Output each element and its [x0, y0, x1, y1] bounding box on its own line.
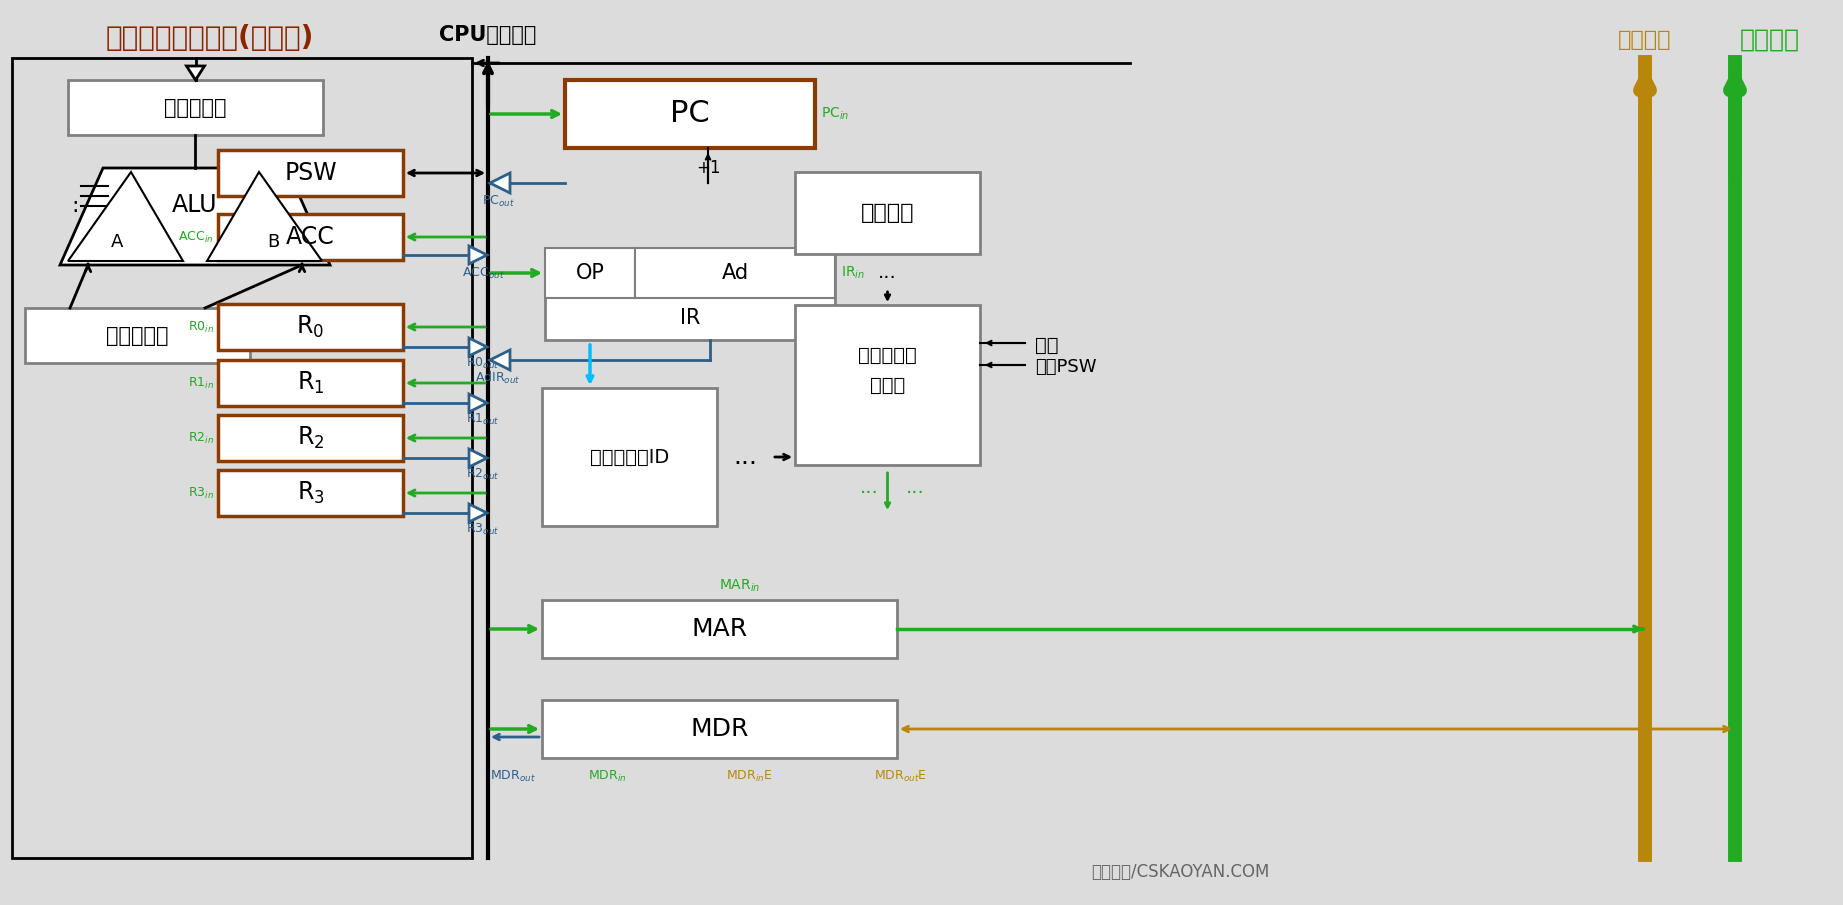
- Text: R0$_{out}$: R0$_{out}$: [466, 356, 499, 370]
- Bar: [68, 80, 323, 135]
- Text: 用户可见的寄存器(可编程): 用户可见的寄存器(可编程): [105, 24, 313, 52]
- Text: MAR: MAR: [691, 617, 748, 641]
- Polygon shape: [68, 172, 182, 261]
- Text: R3$_{in}$: R3$_{in}$: [188, 485, 214, 500]
- Text: MDR$_{in}$: MDR$_{in}$: [588, 768, 627, 784]
- Polygon shape: [206, 172, 323, 261]
- Bar: [217, 415, 404, 461]
- Bar: [546, 248, 835, 340]
- Text: Ad: Ad: [721, 263, 748, 283]
- Polygon shape: [186, 66, 205, 80]
- Text: PC$_{out}$: PC$_{out}$: [481, 194, 514, 208]
- Text: PC: PC: [671, 100, 710, 129]
- Text: CPU内部总线: CPU内部总线: [439, 25, 536, 45]
- Text: 来自PSW: 来自PSW: [1036, 358, 1097, 376]
- Polygon shape: [61, 168, 330, 265]
- Text: ...: ...: [877, 262, 898, 281]
- Polygon shape: [468, 504, 487, 522]
- Text: OP: OP: [575, 263, 605, 283]
- Text: 暂存寄存器: 暂存寄存器: [107, 326, 170, 346]
- Text: PC$_{in}$: PC$_{in}$: [820, 106, 850, 122]
- Bar: [217, 150, 404, 196]
- Text: R0$_{in}$: R0$_{in}$: [188, 319, 214, 335]
- Text: 移位寄存器: 移位寄存器: [164, 98, 227, 118]
- Text: ACC$_{in}$: ACC$_{in}$: [179, 230, 214, 244]
- Text: 地址总线: 地址总线: [1618, 30, 1672, 50]
- Text: +1: +1: [697, 159, 721, 177]
- Polygon shape: [468, 246, 487, 264]
- Text: IR$_{in}$: IR$_{in}$: [840, 265, 864, 281]
- Bar: [217, 304, 404, 350]
- Text: 王道考研/CSKAOYAN.COM: 王道考研/CSKAOYAN.COM: [1091, 863, 1270, 881]
- Text: ACC: ACC: [286, 225, 335, 249]
- Text: AdIR$_{out}$: AdIR$_{out}$: [475, 370, 522, 386]
- Bar: [217, 214, 404, 260]
- Text: R$_3$: R$_3$: [297, 480, 324, 506]
- Bar: [13, 58, 472, 858]
- Text: B: B: [267, 233, 278, 251]
- Bar: [566, 80, 815, 148]
- Text: 时序系统: 时序系统: [861, 203, 914, 223]
- Bar: [542, 388, 717, 526]
- Text: R$_2$: R$_2$: [297, 425, 324, 451]
- Text: 发生器: 发生器: [870, 376, 905, 395]
- Text: R2$_{in}$: R2$_{in}$: [188, 431, 214, 445]
- Bar: [542, 600, 898, 658]
- Text: R1$_{out}$: R1$_{out}$: [466, 412, 499, 426]
- Text: 标志: 标志: [1036, 336, 1058, 355]
- Text: IR: IR: [680, 308, 700, 328]
- Polygon shape: [468, 394, 487, 412]
- Bar: [794, 172, 980, 254]
- Bar: [546, 248, 636, 298]
- Text: ALU: ALU: [171, 193, 217, 217]
- Text: 数据总线: 数据总线: [1740, 28, 1801, 52]
- Text: R$_0$: R$_0$: [297, 314, 324, 340]
- Polygon shape: [468, 338, 487, 356]
- Text: ...: ...: [734, 445, 757, 469]
- Text: R2$_{out}$: R2$_{out}$: [466, 466, 499, 481]
- Bar: [636, 248, 835, 298]
- Polygon shape: [490, 173, 511, 193]
- Text: PSW: PSW: [284, 161, 337, 185]
- Text: :: :: [72, 196, 79, 216]
- Text: R3$_{out}$: R3$_{out}$: [466, 521, 499, 537]
- Text: R1$_{in}$: R1$_{in}$: [188, 376, 214, 391]
- Bar: [217, 360, 404, 406]
- Polygon shape: [468, 449, 487, 467]
- Text: ...: ...: [907, 478, 925, 497]
- Polygon shape: [490, 350, 511, 370]
- Text: MDR: MDR: [691, 717, 748, 741]
- Bar: [26, 308, 251, 363]
- Text: MDR$_{out}$: MDR$_{out}$: [490, 768, 536, 784]
- Bar: [217, 470, 404, 516]
- Text: MAR$_{in}$: MAR$_{in}$: [719, 577, 759, 595]
- Text: 微操作信号: 微操作信号: [859, 346, 916, 365]
- Text: ACC$_{out}$: ACC$_{out}$: [461, 265, 505, 281]
- Bar: [542, 700, 898, 758]
- Text: MDR$_{out}$E: MDR$_{out}$E: [874, 768, 927, 784]
- Text: R$_1$: R$_1$: [297, 370, 324, 396]
- Bar: [794, 305, 980, 465]
- Text: A: A: [111, 233, 123, 251]
- Text: MDR$_{in}$E: MDR$_{in}$E: [726, 768, 772, 784]
- Text: ...: ...: [861, 478, 879, 497]
- Text: 指令译码器ID: 指令译码器ID: [590, 447, 669, 466]
